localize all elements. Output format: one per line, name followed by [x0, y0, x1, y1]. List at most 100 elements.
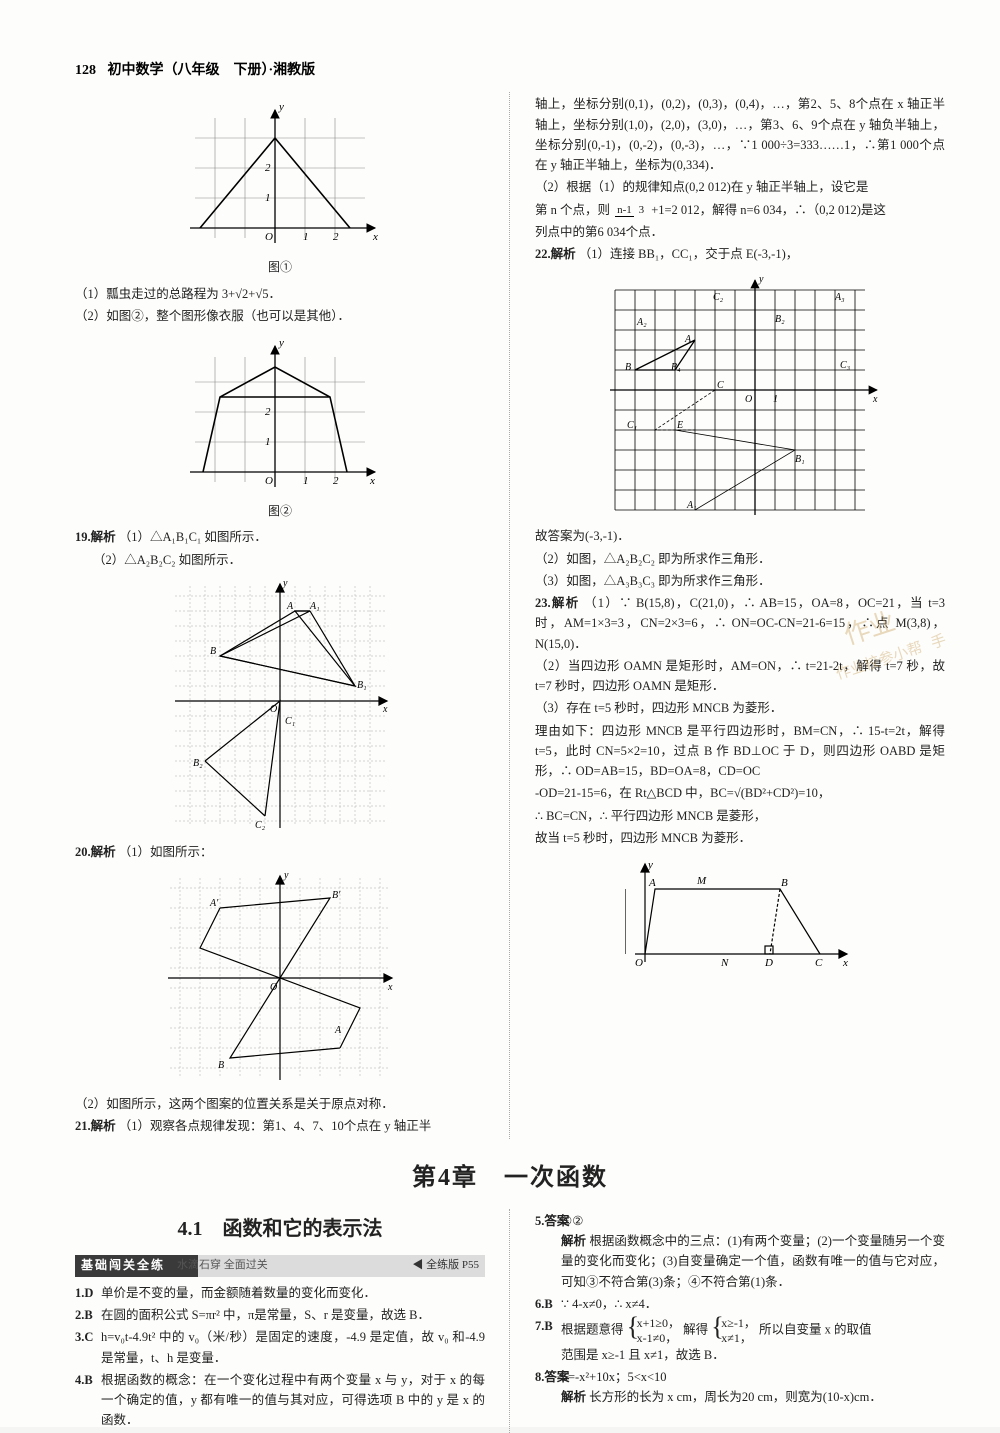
svg-text:A₃: A₃ — [834, 292, 845, 303]
svg-text:B₁: B₁ — [795, 454, 805, 465]
q23-d: 理由如下：四边形 MNCB 是平行四边形时，BM=CN，∴ 15-t=2t，解得… — [535, 721, 945, 782]
svg-text:D: D — [764, 957, 773, 969]
q21-label: 21.解析 — [75, 1119, 116, 1133]
svg-text:A₂: A₂ — [636, 317, 647, 328]
figure-2-svg: y x O 12 12 — [175, 332, 385, 502]
q23-g: 故当 t=5 秒时，四边形 MNCB 为菱形． — [535, 828, 945, 848]
q7: 7.B 根据题意得 x+1≥0， x-1≠0， 解得 x≥-1， x≠1， 所以… — [535, 1316, 945, 1365]
svg-text:O: O — [265, 475, 273, 487]
q8: 8.答案 S=-x²+10x；5<x<10 解析 长方形的长为 x cm，周长为… — [535, 1367, 945, 1408]
svg-text:C: C — [717, 380, 724, 391]
svg-text:1: 1 — [265, 192, 271, 204]
svg-text:x: x — [842, 957, 848, 969]
column-divider — [509, 92, 511, 1138]
q22-label: 22.解析 — [535, 247, 576, 261]
lower-divider — [509, 1209, 511, 1433]
right-column: 轴上，坐标分别(0,1)，(0,2)，(0,3)，(0,4)，…，第2、5、8个… — [535, 92, 945, 1138]
svg-text:x: x — [382, 704, 388, 715]
page-number: 128 — [75, 60, 96, 82]
svg-text:x: x — [872, 394, 878, 405]
svg-text:B: B — [218, 1060, 224, 1071]
sys1-b: x-1≠0， — [637, 1331, 680, 1345]
svg-text:B: B — [625, 362, 631, 373]
fraction: n-1 3 — [615, 205, 646, 216]
figure-20: yx O A'B' AB — [75, 868, 485, 1088]
svg-text:O: O — [270, 704, 277, 715]
figure-22-svg: yx O1 A₂C₂B₂A₃ ABB₄C₃ C C₁E B₁A₁ — [595, 270, 885, 520]
figure-2: y x O 12 12 图② — [75, 332, 485, 521]
r-p2b-pre: 第 n 个点，则 — [535, 203, 610, 217]
svg-text:O: O — [265, 231, 273, 243]
q23-b: （2）当四边形 OAMN 是矩形时，AM=ON，∴ t=21-2t，解得 t=7… — [535, 656, 945, 697]
svg-text:y: y — [282, 578, 288, 589]
svg-text:2: 2 — [265, 162, 271, 174]
r-p2c: 列点中的第6 034个点． — [535, 222, 945, 242]
q7-end: 范围是 x≥-1 且 x≠1，故选 B． — [561, 1348, 725, 1362]
sys2-b: x≠1， — [721, 1331, 756, 1345]
figure-19-svg: yx O AA₁ BB₁ C₁ B₂C₂ — [165, 576, 395, 836]
q23-f: ∴ BC=CN，∴ 平行四边形 MNCB 是菱形， — [535, 806, 945, 826]
svg-text:B': B' — [332, 890, 341, 901]
svg-text:x: x — [372, 231, 378, 243]
page: 128 初中数学（八年级 下册）·湘教版 — [0, 0, 1000, 1427]
svg-text:y: y — [647, 859, 653, 871]
svg-text:B: B — [781, 877, 788, 889]
svg-text:B₁: B₁ — [357, 680, 367, 691]
q5-label: 解析 — [561, 1234, 586, 1248]
figure-1-svg: y x O 12 12 — [175, 98, 385, 258]
q23-label: 23.解析 — [535, 596, 580, 610]
q8-num: 8.答案 — [535, 1367, 569, 1387]
q20-label: 20.解析 — [75, 845, 116, 859]
q6: 6.B∵ 4-x≠0，∴ x≠4． — [535, 1294, 945, 1314]
figure-2-caption: 图② — [75, 502, 485, 521]
svg-text:N: N — [720, 957, 729, 969]
figure-23: yx O AMB NDC — [535, 854, 945, 974]
q8-ans: S=-x²+10x；5<x<10 — [561, 1370, 667, 1384]
svg-text:C₂: C₂ — [713, 292, 724, 303]
q7-post: 所以自变量 x 的取值 — [759, 1322, 872, 1336]
q1-text: 单价是不变的量，而金额随着数量的变化而变化． — [101, 1286, 376, 1300]
r-p2a: （2）根据（1）的规律知点(0,2 012)在 y 轴正半轴上，设它是 — [535, 177, 945, 197]
q19-b: （2）△A₂B₂C₂ 如图所示． — [75, 550, 485, 570]
q19-a: （1）△A₁B₁C₁ 如图所示． — [119, 530, 267, 544]
svg-text:C₃: C₃ — [840, 360, 851, 371]
band-sub: 水滴石穿 全面过关 — [177, 1257, 268, 1275]
q5-num: 5.答案 — [535, 1211, 569, 1231]
frac-num: n-1 — [615, 204, 634, 217]
q5-text: 根据函数概念中的三点：(1)有两个变量；(2)一个变量随另一个变量的变化而变化；… — [561, 1234, 945, 1289]
q2-num: 2.B — [75, 1305, 93, 1325]
r-p2b-post: +1=2 012，解得 n=6 034，∴（0,2 012)是这 — [651, 203, 886, 217]
q6-text: ∵ 4-x≠0，∴ x≠4． — [561, 1297, 657, 1311]
frac-den: 3 — [637, 204, 647, 216]
q21-line: 21.解析 （1）观察各点规律发现：第1、4、7、10个点在 y 轴正半 — [75, 1116, 485, 1136]
svg-text:x: x — [387, 982, 393, 993]
svg-text:M: M — [696, 875, 707, 887]
q22-c: （2）如图，△A₂B₂C₂ 即为所求作三角形． — [535, 549, 945, 569]
svg-text:2: 2 — [333, 475, 339, 487]
svg-text:A: A — [648, 877, 656, 889]
figure-22: yx O1 A₂C₂B₂A₃ ABB₄C₃ C C₁E B₁A₁ — [535, 270, 945, 520]
page-header: 128 初中数学（八年级 下册）·湘教版 — [75, 60, 945, 82]
svg-text:A₁: A₁ — [309, 601, 320, 612]
svg-text:y: y — [278, 101, 284, 113]
q23-e: -OD=21-15=6，在 Rt△BCD 中，BC=√(BD²+CD²)=10， — [535, 783, 945, 803]
band-label: 基础闯关全练 — [81, 1256, 165, 1275]
svg-text:C₂: C₂ — [255, 820, 266, 831]
svg-text:1: 1 — [265, 436, 271, 448]
svg-text:O: O — [270, 982, 277, 993]
q22-d: （3）如图，△A₃B₃C₃ 即为所求作三角形． — [535, 571, 945, 591]
svg-text:B₄: B₄ — [671, 362, 681, 373]
svg-text:y: y — [278, 337, 284, 349]
svg-text:E: E — [676, 420, 683, 431]
q7-mid: 解得 — [683, 1322, 708, 1336]
svg-text:y: y — [283, 870, 289, 881]
q23-c: （3）存在 t=5 秒时，四边形 MNCB 为菱形． — [535, 698, 945, 718]
q20-b: （2）如图所示，这两个图案的位置关系是关于原点对称． — [75, 1094, 485, 1114]
svg-text:C₁: C₁ — [627, 420, 637, 431]
q2-text: 在圆的面积公式 S=πr² 中，π是常量，S、r 是变量，故选 B． — [101, 1308, 430, 1322]
q19-label: 19.解析 — [75, 530, 116, 544]
svg-text:1: 1 — [303, 231, 309, 243]
sys2-a: x≥-1， — [721, 1316, 756, 1330]
q-line-1: （1）瓢虫走过的总路程为 3+√2+√5． — [75, 284, 485, 304]
q23-a: （1）∵ B(15,8)，C(21,0)，∴ AB=15，OA=8，OC=21，… — [535, 596, 945, 651]
